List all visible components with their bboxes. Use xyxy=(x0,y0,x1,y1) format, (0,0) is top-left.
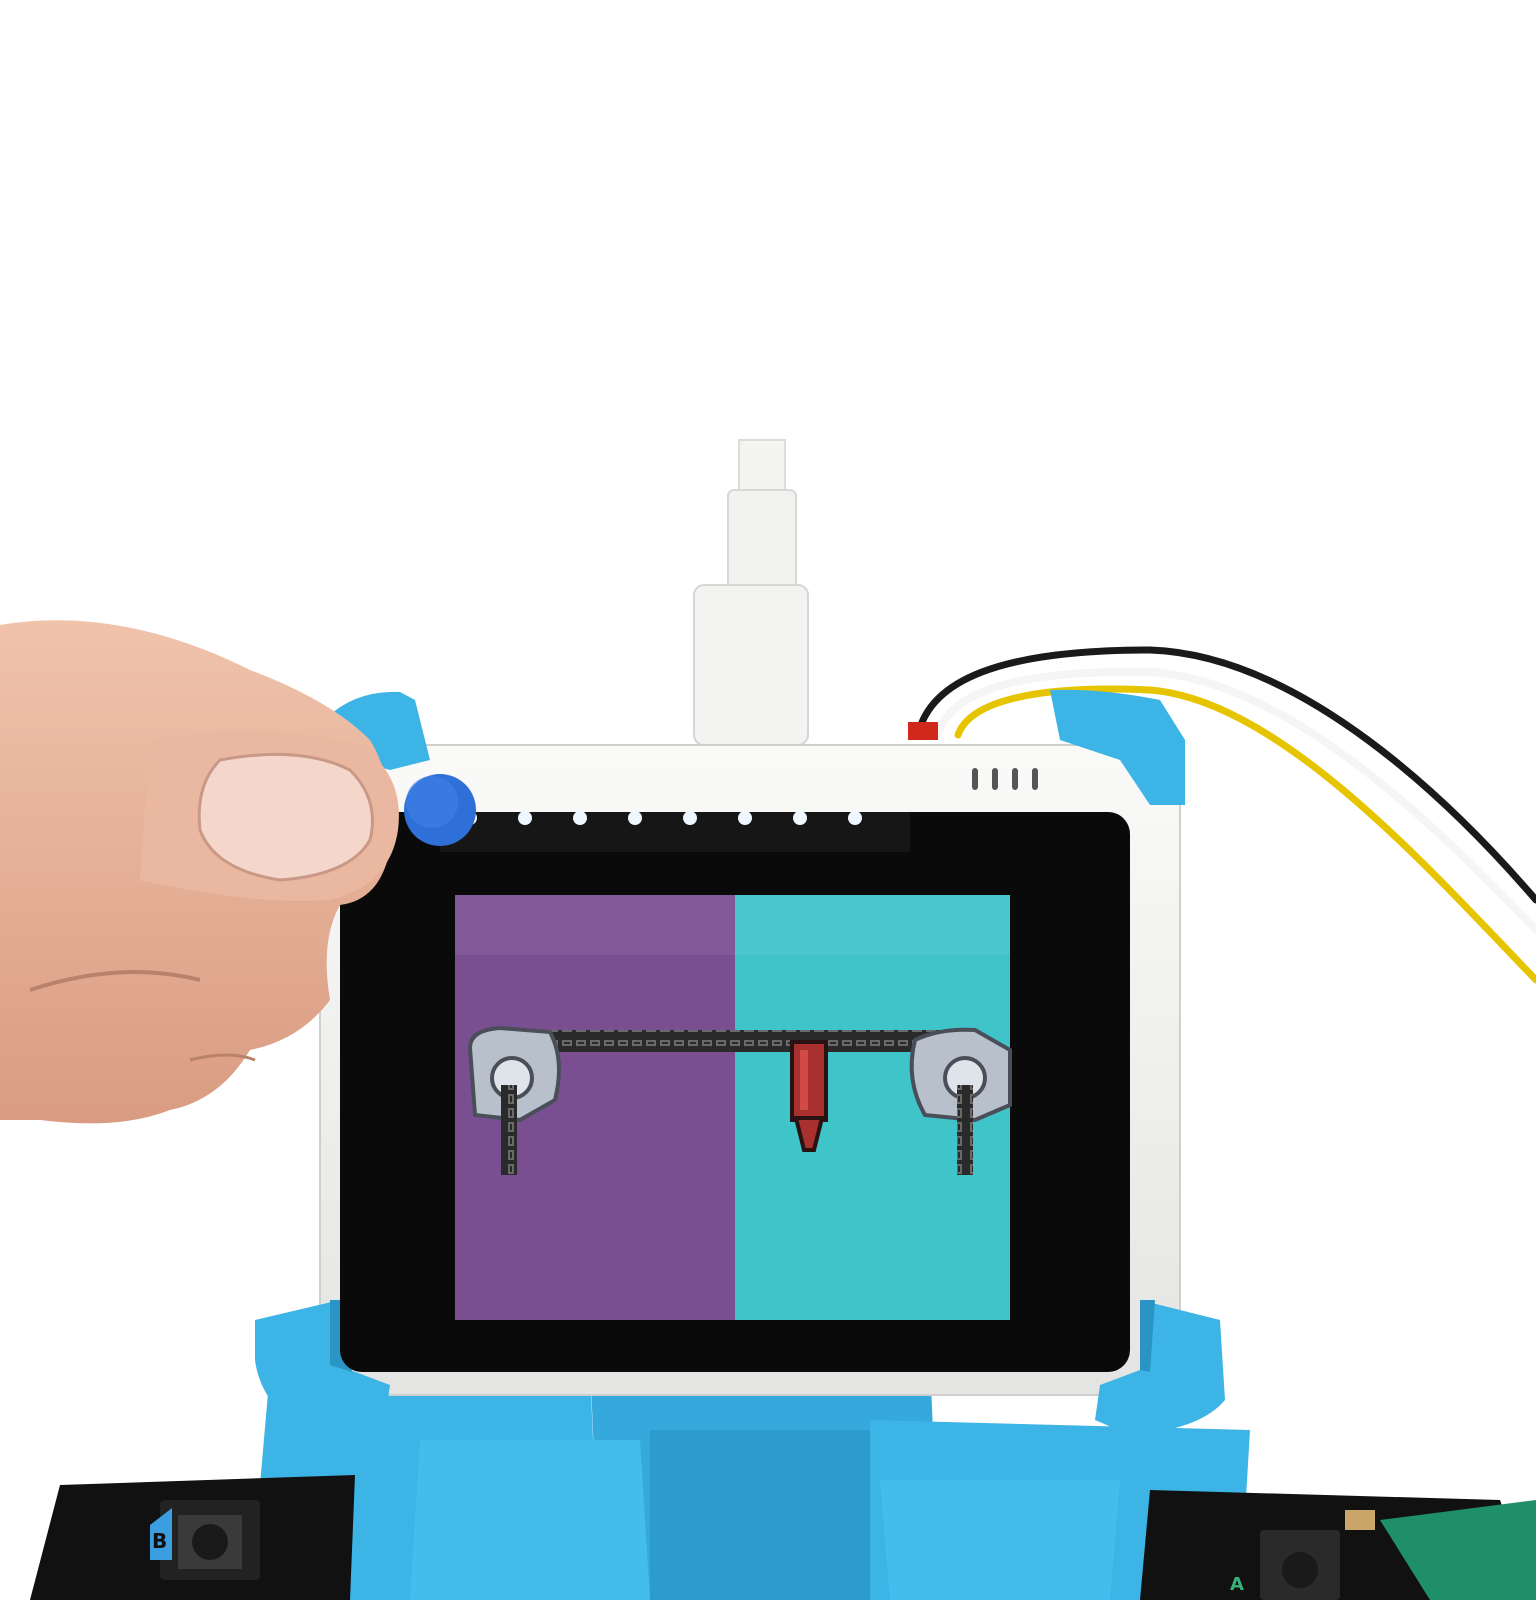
left-board: B xyxy=(30,1475,355,1600)
hand xyxy=(0,620,399,1124)
hanging-chain-left xyxy=(501,1085,517,1175)
right-pulley xyxy=(909,1027,1012,1123)
game-screen xyxy=(455,895,1012,1320)
usb-cable xyxy=(693,439,809,746)
red-marker xyxy=(790,1040,828,1152)
board-label-a: A xyxy=(1230,1574,1244,1595)
right-board: A xyxy=(1140,1490,1536,1600)
hanging-chain-right xyxy=(957,1085,973,1175)
wires xyxy=(908,646,1536,984)
led-strip xyxy=(440,811,910,852)
blue-round-button-icon[interactable] xyxy=(404,774,476,846)
board-label-b: B xyxy=(152,1529,167,1553)
vent-slots xyxy=(972,768,1038,790)
chain-bar xyxy=(540,1030,940,1052)
